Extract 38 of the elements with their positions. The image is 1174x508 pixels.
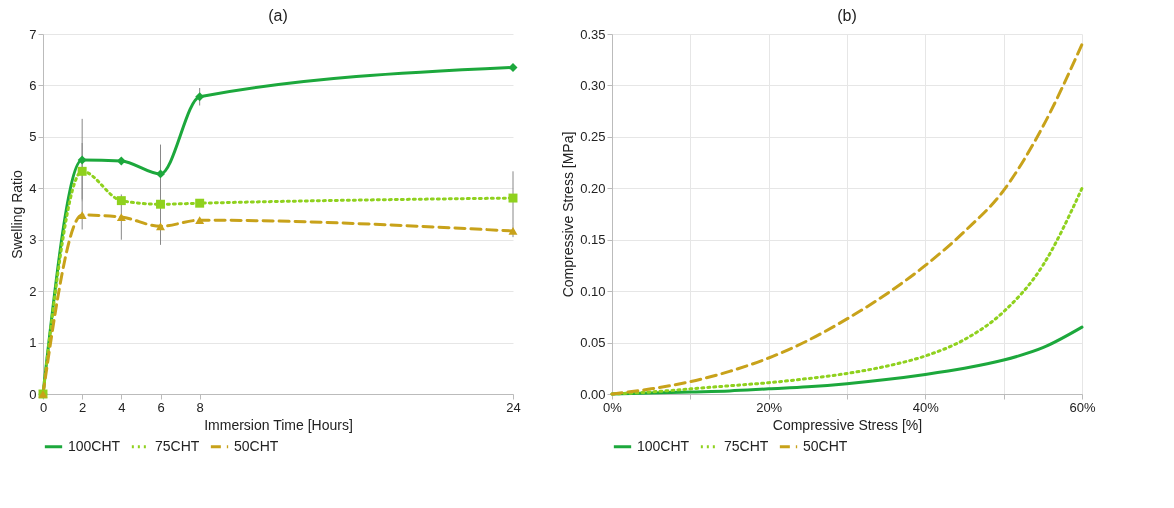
y-tick-label: 0.35 [580, 26, 606, 42]
y-tick-label: 0.00 [580, 386, 606, 402]
x-tick-label: 60% [1069, 399, 1096, 415]
legend-label: 100CHT [68, 437, 121, 454]
y-axis-title: Swelling Ratio [9, 169, 26, 259]
x-tick-label: 40% [912, 399, 940, 415]
y-tick-label: 0 [29, 386, 37, 402]
x-tick-label: 0% [603, 399, 623, 415]
legend-label: 50CHT [803, 437, 848, 454]
x-tick-label: 2 [79, 399, 87, 415]
y-tick-label: 6 [29, 77, 37, 93]
x-tick-label: 4 [118, 399, 126, 415]
y-axis-title: Compressive Stress [MPa] [560, 131, 577, 298]
x-axis-title: Immersion Time [Hours] [204, 416, 353, 433]
y-tick-label: 4 [29, 180, 37, 196]
y-tick-label: 0.10 [580, 283, 606, 299]
x-axis-title: Compressive Stress [%] [772, 416, 923, 433]
legend-label: 75CHT [155, 437, 200, 454]
x-tick-label: 8 [196, 399, 204, 415]
y-tick-label: 0.25 [580, 129, 606, 145]
x-tick-label: 24 [506, 399, 521, 415]
y-tick-label: 5 [29, 129, 37, 145]
y-tick-label: 0.30 [580, 77, 606, 93]
y-tick-label: 0.20 [580, 180, 606, 196]
legend-label: 100CHT [637, 437, 690, 454]
chart-title: (b) [837, 7, 857, 24]
x-tick-label: 6 [157, 399, 165, 415]
y-tick-label: 0.05 [580, 335, 606, 351]
y-tick-label: 2 [29, 283, 37, 299]
chart-title: (a) [268, 7, 288, 24]
y-tick-label: 7 [29, 26, 37, 42]
y-tick-label: 0.15 [580, 232, 606, 248]
y-tick-label: 1 [29, 335, 37, 351]
y-tick-label: 3 [29, 232, 37, 248]
legend-label: 50CHT [234, 437, 279, 454]
x-tick-label: 0 [39, 399, 48, 415]
legend-label: 75CHT [724, 437, 769, 454]
x-tick-label: 20% [756, 399, 783, 415]
